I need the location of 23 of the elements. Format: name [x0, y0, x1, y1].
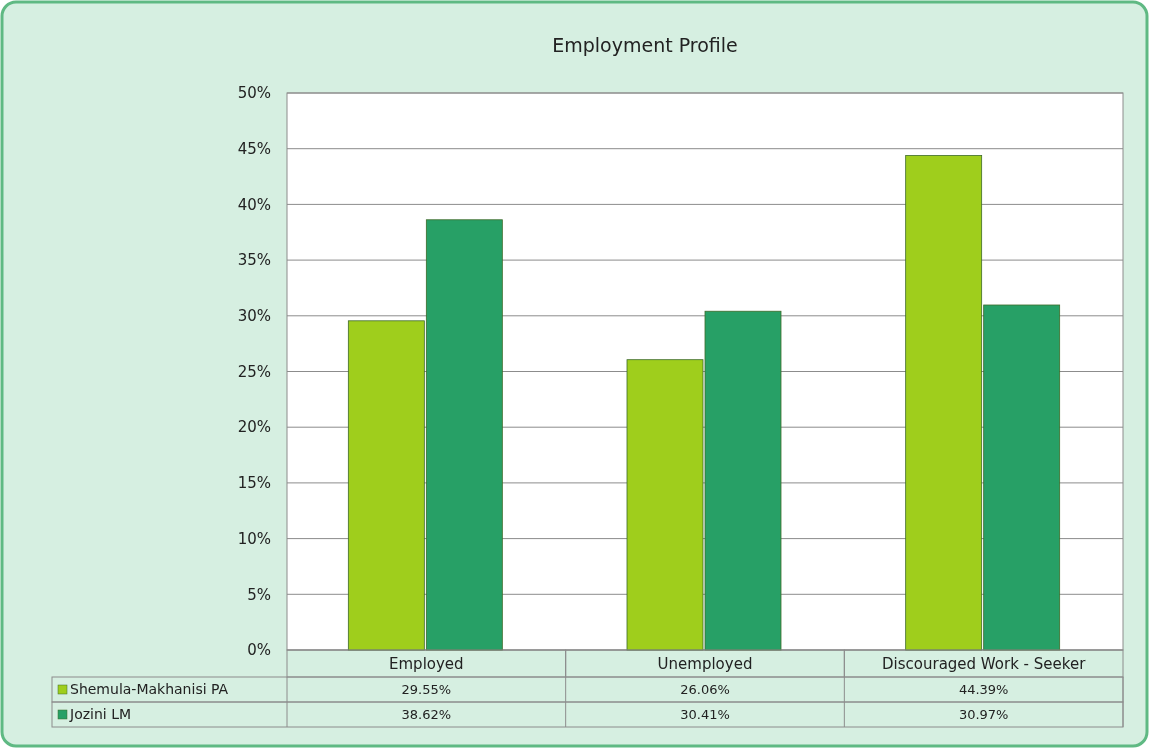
x-tick-label: Unemployed: [657, 655, 753, 673]
data-label: 29.55%: [401, 682, 452, 697]
data-label: 44.39%: [958, 682, 1009, 697]
y-tick-label: 0%: [247, 641, 271, 660]
data-label: 26.06%: [680, 682, 730, 697]
data-label: 38.62%: [401, 707, 452, 722]
legend-label: Shemula-Makhanisi PA: [70, 681, 229, 697]
y-tick-label: 35%: [237, 251, 271, 270]
data-label: 30.41%: [680, 707, 730, 722]
y-tick-label: 45%: [237, 139, 271, 158]
y-tick-label: 5%: [247, 585, 271, 604]
chart-title: Employment Profile: [552, 34, 738, 56]
y-tick-label: 25%: [237, 362, 271, 381]
legend-label: Jozini LM: [69, 706, 132, 722]
data-label: 30.97%: [958, 707, 1009, 722]
x-tick-label: Employed: [389, 655, 464, 673]
x-tick-label: Discouraged Work - Seeker: [882, 655, 1087, 673]
y-tick-label: 40%: [237, 195, 271, 214]
y-tick-label: 50%: [237, 84, 271, 103]
y-tick-label: 10%: [237, 529, 271, 548]
y-tick-label: 15%: [237, 474, 271, 493]
y-tick-label: 30%: [237, 307, 271, 326]
y-tick-label: 20%: [237, 418, 271, 437]
